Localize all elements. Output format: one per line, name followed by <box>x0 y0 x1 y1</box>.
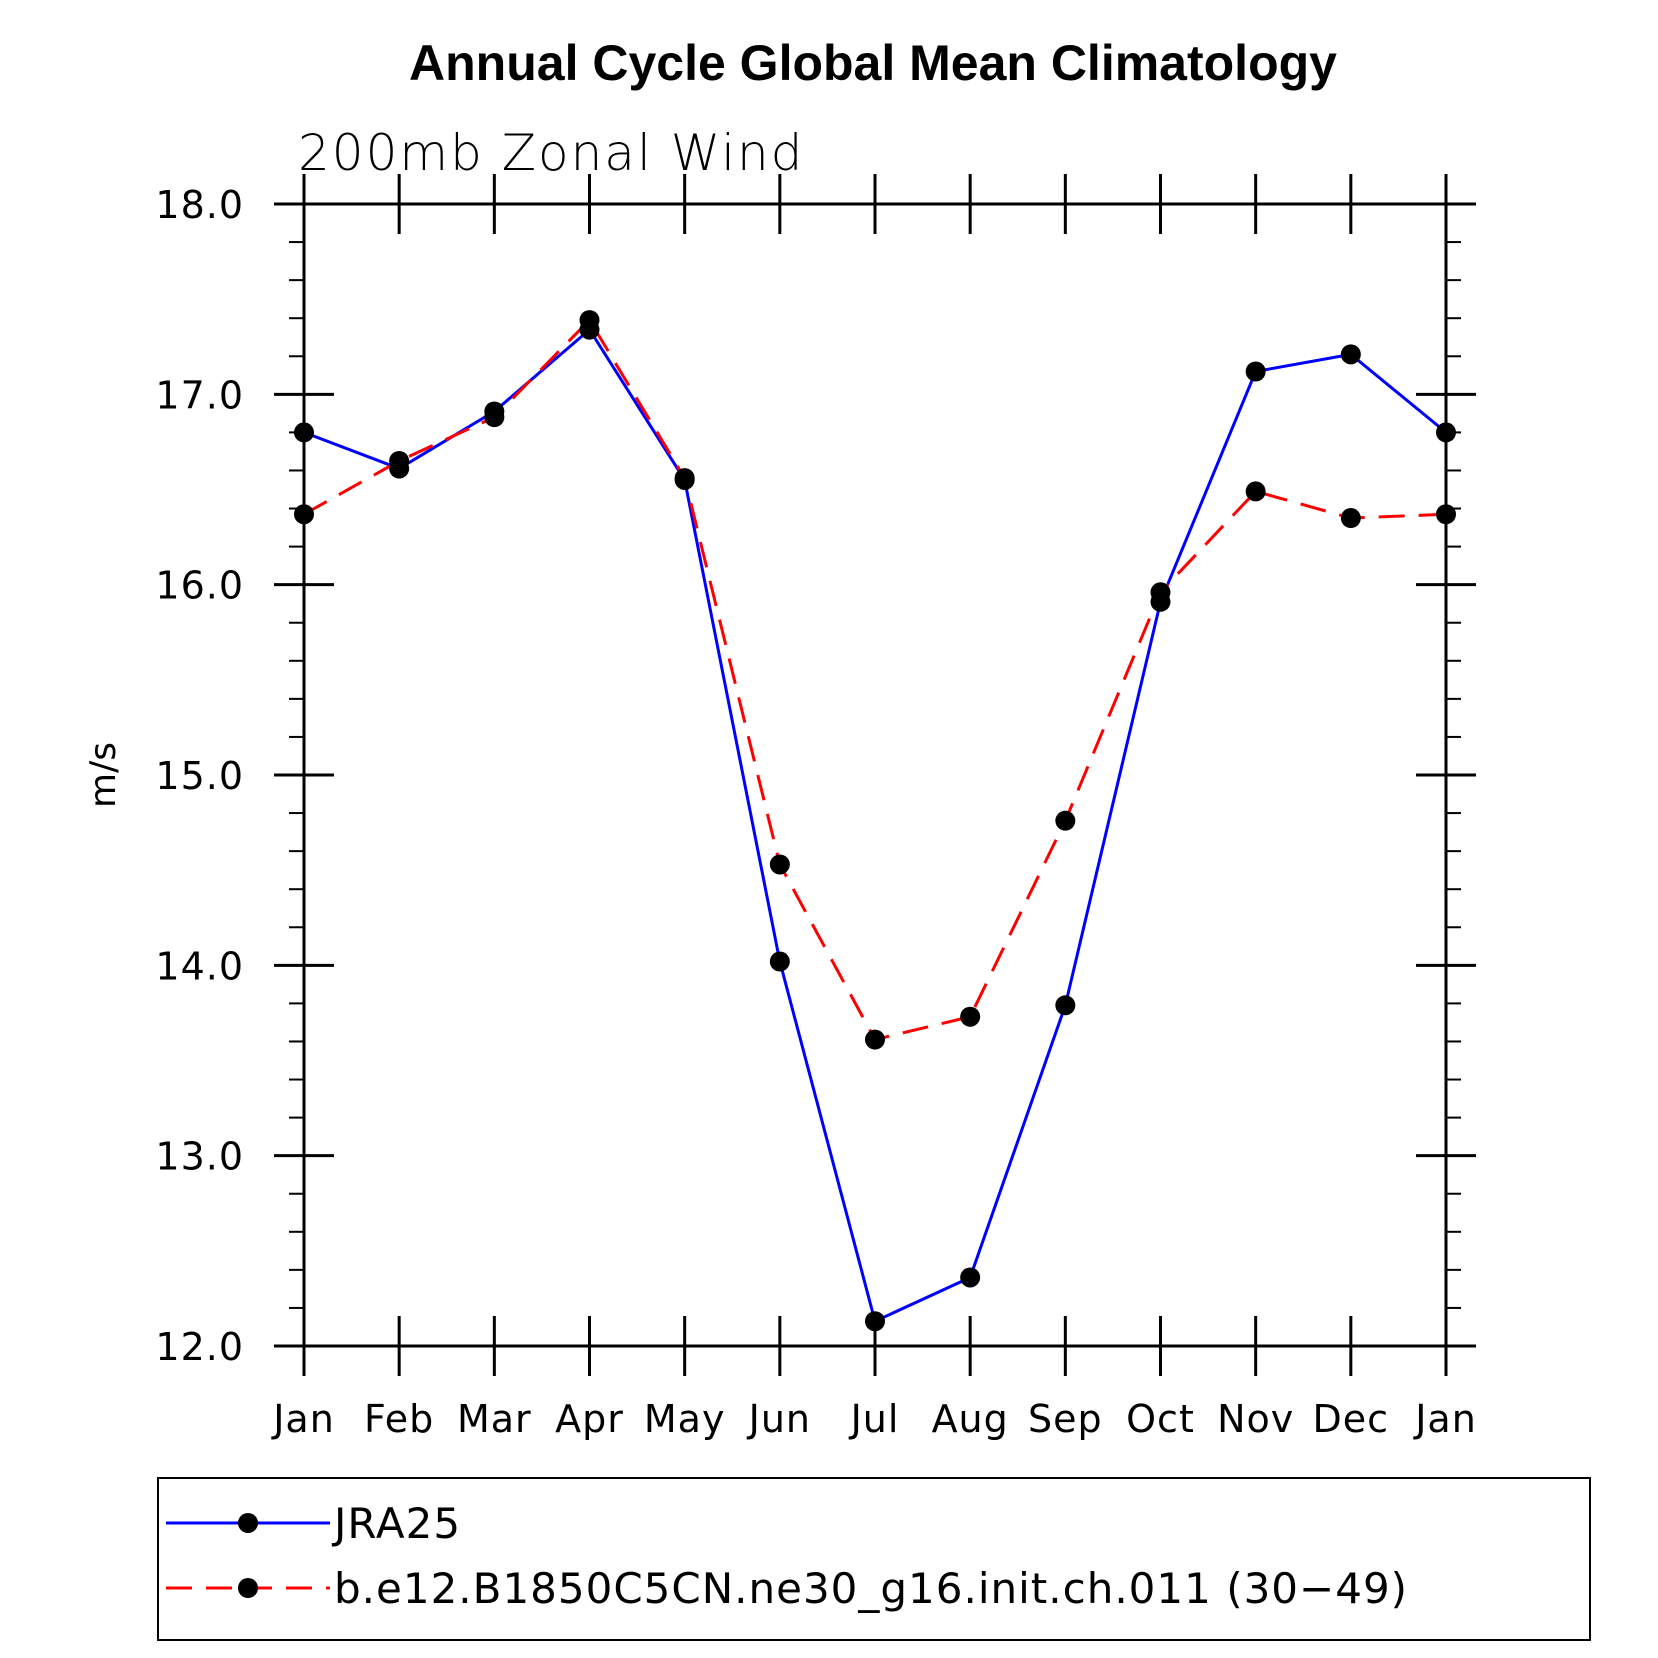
legend-marker-1 <box>238 1513 258 1533</box>
legend: JRA25 b.e12.B1850C5CN.ne30_g16.init.ch.01… <box>166 1499 1408 1613</box>
data-point-series-2 <box>1245 481 1266 502</box>
data-point-series-1 <box>1055 995 1076 1016</box>
data-point-series-2 <box>579 310 600 331</box>
data-point-series-1 <box>1340 344 1361 365</box>
data-point-series-1 <box>769 951 790 972</box>
series-layer <box>294 310 1456 1332</box>
data-point-series-2 <box>389 450 410 471</box>
data-point-series-1 <box>1245 361 1266 382</box>
x-tick-label: Mar <box>457 1397 532 1441</box>
x-tick-label: Aug <box>932 1397 1009 1441</box>
data-point-series-2 <box>484 407 505 428</box>
y-tick-label: 18.0 <box>155 183 244 227</box>
data-point-series-2 <box>1150 582 1171 603</box>
x-tick-label: Apr <box>555 1397 624 1441</box>
x-tick-label: May <box>644 1397 726 1441</box>
data-point-series-2 <box>960 1006 981 1027</box>
data-point-series-1 <box>960 1267 981 1288</box>
x-tick-label: Jan <box>271 1397 335 1441</box>
x-tick-label: Sep <box>1028 1397 1103 1441</box>
y-tick-label: 16.0 <box>155 564 244 608</box>
data-point-series-2 <box>674 468 695 489</box>
x-tick-label: Oct <box>1126 1397 1195 1441</box>
legend-box <box>157 1477 1591 1641</box>
data-point-series-2 <box>1340 508 1361 529</box>
chart-subtitle: 200mb Zonal Wind <box>298 124 804 182</box>
x-tick-label: Feb <box>364 1397 434 1441</box>
x-tick-label: Jun <box>747 1397 811 1441</box>
plot-frame <box>302 202 1448 1348</box>
y-tick-label: 13.0 <box>155 1135 244 1179</box>
legend-marker-2 <box>238 1578 258 1598</box>
y-tick-label: 14.0 <box>155 944 244 988</box>
data-point-series-2 <box>865 1029 885 1050</box>
y-tick-label: 17.0 <box>155 373 244 417</box>
x-tick-label: Dec <box>1313 1397 1390 1441</box>
x-tick-label: Jul <box>849 1397 900 1441</box>
y-axis-label: m/s <box>83 742 124 808</box>
axis-layer: Jan Feb Mar Apr May Jun Jul Aug Sep Oct Nov Dec Jan 1… <box>155 174 1476 1441</box>
legend-label-1: JRA25 <box>331 1499 461 1548</box>
y-tick-label: 15.0 <box>155 754 244 798</box>
x-tick-label: Jan <box>1413 1397 1477 1441</box>
x-tick-label: Nov <box>1217 1397 1294 1441</box>
y-tick-label: 12.0 <box>155 1325 244 1369</box>
data-point-series-2 <box>1055 810 1076 831</box>
series-line-2 <box>303 317 1447 1042</box>
series-line-1 <box>303 327 1447 1324</box>
data-point-series-2 <box>769 854 790 875</box>
legend-label-2: b.e12.B1850C5CN.ne30_g16.init.ch.011 (30… <box>334 1564 1408 1613</box>
chart-title: Annual Cycle Global Mean Climatology <box>409 35 1337 91</box>
